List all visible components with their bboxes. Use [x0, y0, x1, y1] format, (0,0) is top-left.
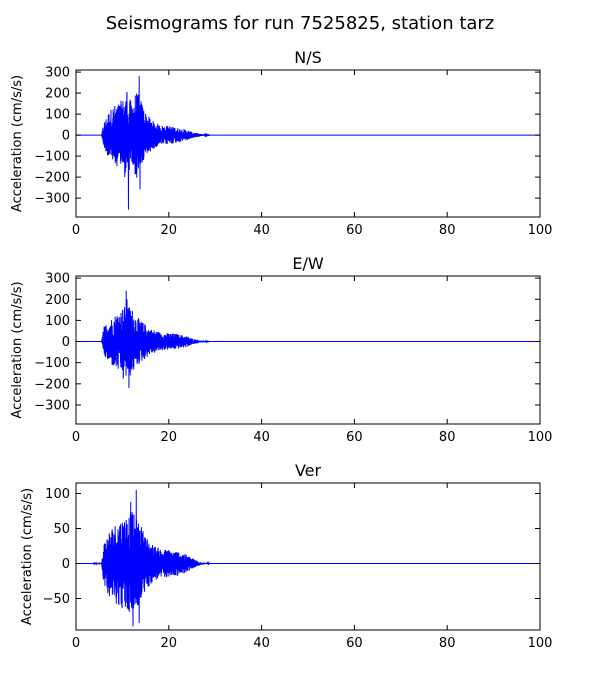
- panel-title-ew: E/W: [292, 254, 324, 273]
- x-tick-label-ew: 20: [161, 430, 178, 445]
- x-tick-label-ns: 20: [161, 223, 178, 238]
- x-tick-label-ew: 0: [72, 430, 80, 445]
- y-axis-label-ns: Acceleration (cm/s/s): [10, 75, 25, 212]
- plot-frame-ver: [75, 482, 541, 631]
- y-tick-label-ns: −300: [34, 192, 70, 207]
- y-tick-label-ew: −200: [34, 377, 70, 392]
- y-axis-label-ew: Acceleration (cm/s/s): [10, 281, 25, 418]
- x-tick-label-ver: 100: [528, 636, 553, 651]
- y-tick-label-ew: 200: [45, 293, 70, 308]
- x-tick-label-ns: 60: [346, 223, 363, 238]
- x-tick-label-ew: 60: [346, 430, 363, 445]
- x-tick-label-ns: 0: [72, 223, 80, 238]
- x-tick-label-ns: 40: [253, 223, 270, 238]
- y-tick-label-ver: 50: [53, 522, 70, 537]
- y-tick-label-ew: 300: [45, 272, 70, 287]
- y-tick-label-ns: 0: [62, 129, 70, 144]
- x-tick-label-ns: 80: [439, 223, 456, 238]
- y-tick-label-ver: 0: [62, 557, 70, 572]
- y-tick-label-ew: 100: [45, 314, 70, 329]
- panel-ew: E/W Acceleration (cm/s/s) 0 20 40 60 80 100 −3…: [10, 254, 552, 445]
- y-tick-label-ns: 300: [45, 66, 70, 81]
- x-tick-label-ver: 80: [439, 636, 456, 651]
- x-tick-label-ver: 0: [72, 636, 80, 651]
- x-tick-label-ver: 60: [346, 636, 363, 651]
- seismogram-trace-ns: [76, 75, 540, 210]
- y-tick-label-ver: 100: [45, 487, 70, 502]
- x-tick-label-ns: 100: [528, 223, 553, 238]
- y-tick-label-ns: −200: [34, 171, 70, 186]
- y-tick-label-ver: −50: [43, 592, 70, 607]
- panel-title-ver: Ver: [295, 461, 322, 480]
- plot-frame-ns: [75, 69, 541, 218]
- seismogram-trace-ew: [76, 290, 540, 389]
- y-tick-label-ew: −100: [34, 356, 70, 371]
- x-tick-label-ver: 20: [161, 636, 178, 651]
- y-tick-label-ns: −100: [34, 150, 70, 165]
- x-tick-label-ew: 100: [528, 430, 553, 445]
- panel-ver: Ver Acceleration (cm/s/s) 0 20 40 60 80 100 −5…: [20, 461, 552, 651]
- panel-ns: N/S Acceleration (cm/s/s) 0 20 40 60 80 100 −3…: [10, 48, 552, 238]
- x-tick-label-ew: 80: [439, 430, 456, 445]
- figure-title: Seismograms for run 7525825, station tar…: [106, 13, 495, 34]
- y-tick-label-ew: 0: [62, 335, 70, 350]
- y-axis-label-ver: Acceleration (cm/s/s): [20, 488, 35, 625]
- panel-title-ns: N/S: [294, 48, 322, 67]
- x-tick-label-ver: 40: [253, 636, 270, 651]
- seismogram-trace-ver: [76, 489, 540, 627]
- y-tick-label-ns: 100: [45, 108, 70, 123]
- x-tick-label-ew: 40: [253, 430, 270, 445]
- plot-frame-ew: [75, 275, 541, 425]
- y-tick-label-ew: −300: [34, 398, 70, 413]
- y-tick-label-ns: 200: [45, 87, 70, 102]
